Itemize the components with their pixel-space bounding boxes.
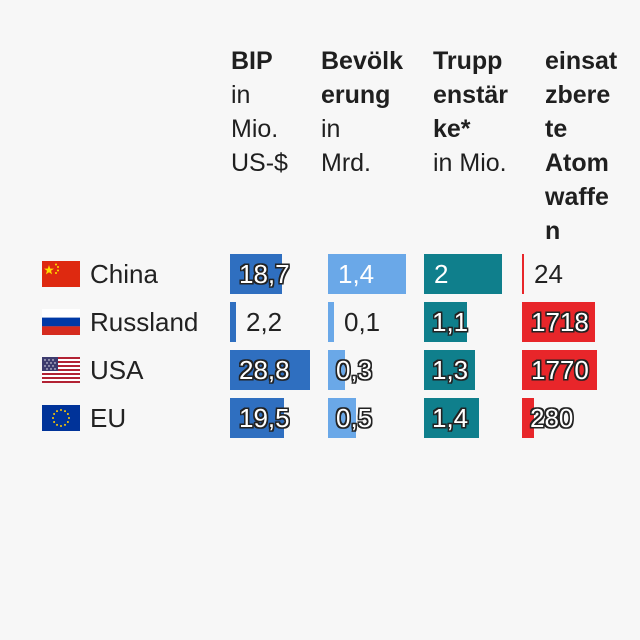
column-title-truppenstaerke: Trupp enstär ke*: [433, 47, 509, 143]
column-title-bevoelkerung: Bevölk erung: [321, 47, 403, 109]
column-header-truppenstaerke: Trupp enstär ke* in Mio.: [433, 44, 543, 180]
flag-russia-icon: [42, 309, 80, 335]
value-label-bev-eu: 0,5: [336, 403, 373, 433]
bar-bev-usa: [328, 350, 345, 390]
bar-bip-russland: [230, 302, 236, 342]
column-title-bip: BIP: [231, 47, 273, 75]
country-name: USA: [90, 354, 144, 385]
value-label-bip-usa: 28,8: [239, 355, 290, 385]
column-header-atomwaffen: einsat zbere te Atom waffe n: [545, 44, 640, 248]
bar-trupp-russland: [424, 302, 467, 342]
value-label-bev-usa: 0,3: [336, 355, 373, 385]
bar-atom-china: [522, 254, 524, 294]
bar-bev-china: [328, 254, 406, 294]
value-label-trupp-eu: 1,4: [432, 403, 469, 433]
column-title-atomwaffen: einsat zbere te Atom waffe n: [545, 47, 618, 245]
bar-bip-usa: [230, 350, 310, 390]
column-subtitle-bevoelkerung: in Mrd.: [321, 115, 371, 177]
bar-trupp-usa: [424, 350, 475, 390]
column-header-bip: BIP in Mio. US-$: [231, 44, 341, 180]
bar-bip-eu: [230, 398, 284, 438]
row-label-china: China: [42, 254, 158, 294]
bar-bev-russland: [328, 302, 334, 342]
value-label-bip-china: 18,7: [239, 259, 290, 289]
bar-bev-eu: [328, 398, 356, 438]
value-label-trupp-usa: 1,3: [432, 355, 469, 385]
value-label-bev-russland: 0,1: [344, 307, 381, 337]
flag-china-icon: [42, 261, 80, 287]
value-label-bev-china: 1,4: [338, 259, 375, 289]
flag-usa-icon: [42, 357, 80, 383]
value-label-atom-usa: 1770: [531, 355, 589, 385]
bar-atom-eu: [522, 398, 534, 438]
bar-atom-russland: [522, 302, 595, 342]
row-label-usa: USA: [42, 350, 143, 390]
value-label-trupp-russland: 1,1: [432, 307, 469, 337]
row-label-eu: EU: [42, 398, 126, 438]
country-name: EU: [90, 402, 127, 433]
value-label-atom-china: 24: [534, 259, 563, 289]
bar-bip-china: [230, 254, 282, 294]
value-label-bip-eu: 19,5: [239, 403, 290, 433]
country-name: Russland: [90, 306, 199, 337]
value-label-atom-russland: 1718: [531, 307, 589, 337]
value-label-trupp-china: 2: [434, 259, 449, 289]
bar-trupp-china: [424, 254, 502, 294]
value-label-bip-russland: 2,2: [246, 307, 283, 337]
flag-eu-icon: [42, 405, 80, 431]
country-name: China: [90, 258, 158, 289]
bar-atom-usa: [522, 350, 597, 390]
column-header-bevoelkerung: Bevölk erung in Mrd.: [321, 44, 431, 180]
row-label-russland: Russland: [42, 302, 198, 342]
value-label-atom-eu: 280: [530, 403, 574, 433]
column-subtitle-bip: in Mio. US-$: [231, 81, 288, 177]
column-subtitle-truppenstaerke: in Mio.: [433, 149, 507, 177]
bar-trupp-eu: [424, 398, 479, 438]
